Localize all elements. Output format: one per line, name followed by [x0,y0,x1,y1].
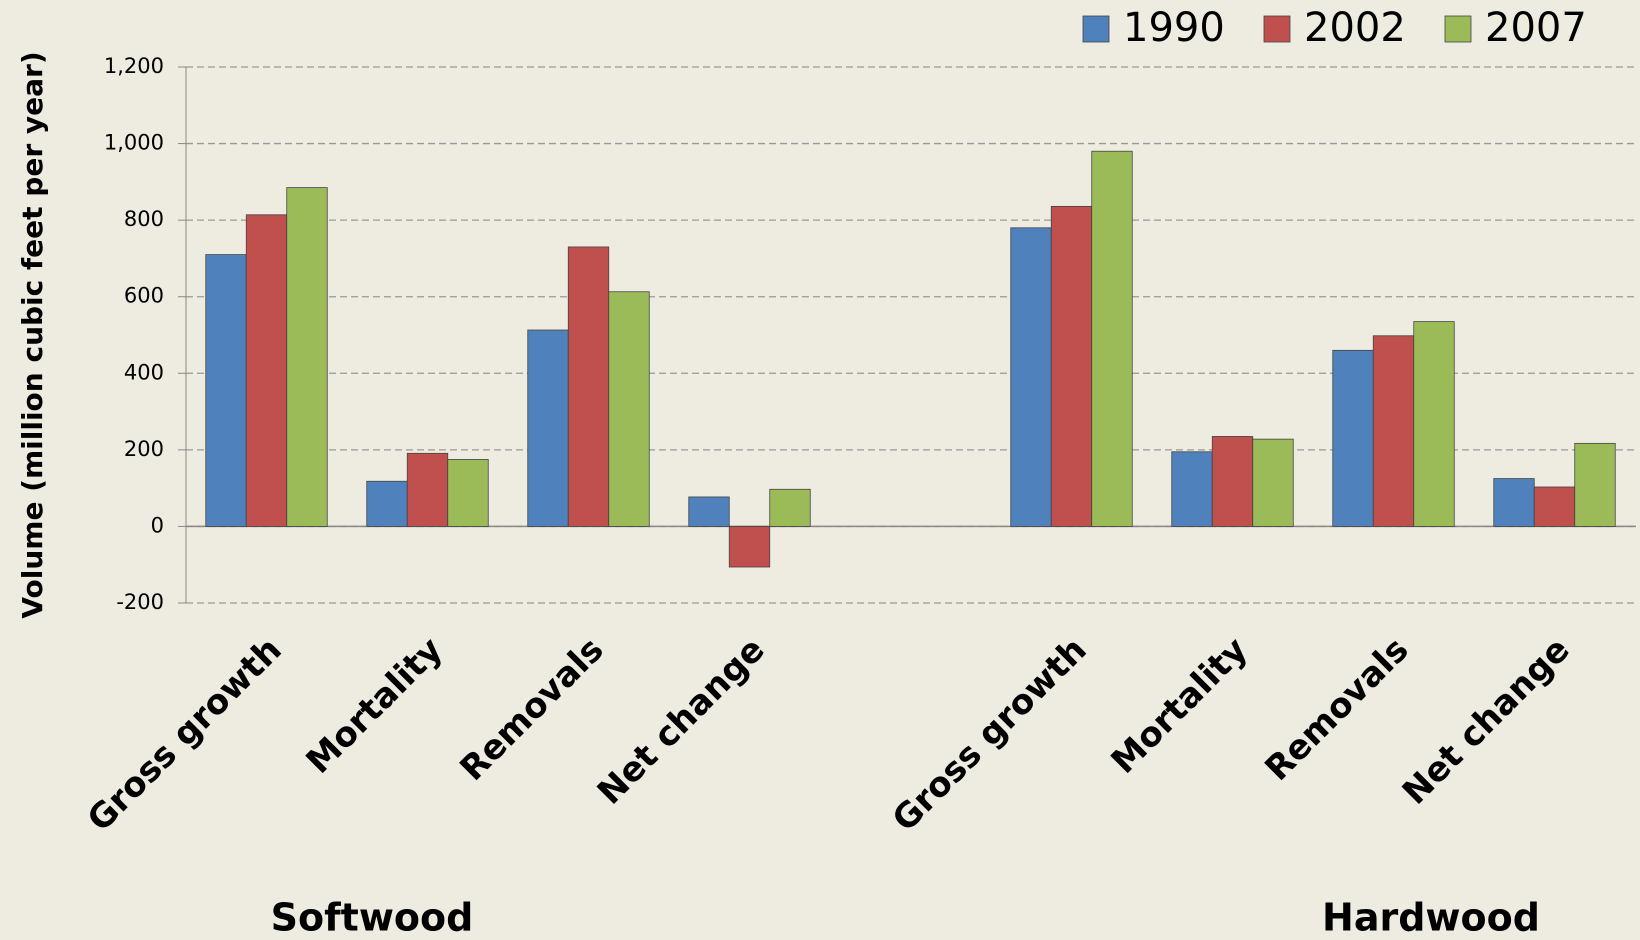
bar [1050,205,1093,527]
bar [1533,486,1576,527]
bar [608,291,650,527]
bar [1091,150,1133,527]
bar [366,480,408,527]
bar [205,254,247,527]
legend-label: 1990 [1123,5,1225,51]
bar [1332,349,1374,527]
bar [728,526,771,568]
x-tick-label: Net change [1395,630,1578,813]
x-tick-label: Gross growth [885,630,1095,840]
x-tick-label: Removals [1257,630,1416,789]
y-tick-label: 1,200 [104,54,164,78]
legend-label: 2002 [1304,5,1406,51]
bar [1010,227,1052,527]
x-tick-label: Mortality [1104,630,1256,782]
legend-swatch [1082,15,1110,43]
bar [1574,442,1616,527]
y-tick-label: 600 [124,284,164,308]
bar [567,246,610,527]
bar [1372,335,1415,527]
bar [245,214,288,527]
y-tick-label: 200 [124,437,164,461]
legend-swatch [1263,15,1291,43]
bar [688,496,730,527]
bar [1171,451,1213,527]
legend-label: 2007 [1485,5,1587,51]
y-tick-label: 1,000 [104,131,164,155]
group-label: Softwood [271,896,474,940]
x-tick-label: Net change [590,630,773,813]
bar [1493,478,1535,527]
bar [527,329,569,527]
legend-swatch [1444,15,1472,43]
bar [1211,436,1254,527]
y-tick-label: -200 [116,590,164,614]
bar [1252,438,1294,527]
y-tick-label: 400 [124,360,164,384]
y-axis-label: Volume (million cubic feet per year) [16,51,49,618]
bar [1413,321,1455,527]
x-tick-label: Mortality [299,630,451,782]
x-tick-label: Removals [452,630,611,789]
y-tick-label: 800 [124,207,164,231]
bar [286,187,328,527]
bar [447,459,489,527]
bar [769,488,811,527]
bar [406,452,449,527]
y-tick-label: 0 [151,513,164,537]
group-label: Hardwood [1322,896,1540,940]
x-tick-label: Gross growth [80,630,290,840]
